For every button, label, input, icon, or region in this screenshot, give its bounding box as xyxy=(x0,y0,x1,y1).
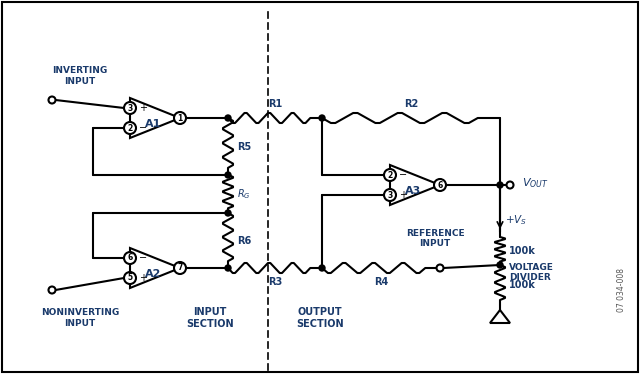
Text: INVERTING
INPUT: INVERTING INPUT xyxy=(52,66,108,86)
Circle shape xyxy=(319,265,325,271)
Circle shape xyxy=(384,189,396,201)
Text: A2: A2 xyxy=(145,269,161,279)
Text: 3: 3 xyxy=(127,104,132,113)
Text: $+V_S$: $+V_S$ xyxy=(505,213,527,227)
Circle shape xyxy=(124,272,136,284)
Circle shape xyxy=(436,264,444,272)
Text: +: + xyxy=(139,103,147,113)
Text: +: + xyxy=(399,190,407,200)
Circle shape xyxy=(225,172,231,178)
Text: −: − xyxy=(139,253,147,263)
Circle shape xyxy=(319,115,325,121)
Text: 5: 5 xyxy=(127,273,132,282)
Text: INPUT
SECTION: INPUT SECTION xyxy=(186,307,234,329)
Text: REFERENCE
INPUT: REFERENCE INPUT xyxy=(406,229,464,248)
Circle shape xyxy=(225,210,231,216)
Circle shape xyxy=(49,96,56,104)
Text: R5: R5 xyxy=(237,141,252,151)
Text: 1: 1 xyxy=(177,113,182,123)
Text: 100k: 100k xyxy=(509,280,536,290)
Circle shape xyxy=(434,179,446,191)
Text: $R_G$: $R_G$ xyxy=(237,187,251,201)
Circle shape xyxy=(497,262,503,268)
Text: R6: R6 xyxy=(237,236,252,245)
Text: R3: R3 xyxy=(268,277,282,287)
Circle shape xyxy=(124,122,136,134)
Text: −: − xyxy=(139,123,147,133)
Circle shape xyxy=(497,182,503,188)
Text: 2: 2 xyxy=(127,123,132,132)
Text: 2: 2 xyxy=(387,171,392,180)
Circle shape xyxy=(384,169,396,181)
Text: 6: 6 xyxy=(127,254,132,263)
Text: OUTPUT
SECTION: OUTPUT SECTION xyxy=(296,307,344,329)
Text: 07 034-008: 07 034-008 xyxy=(618,268,627,312)
Circle shape xyxy=(49,286,56,294)
Circle shape xyxy=(124,252,136,264)
Text: A1: A1 xyxy=(145,119,161,129)
Text: VOLTAGE
DIVIDER: VOLTAGE DIVIDER xyxy=(509,263,554,282)
Circle shape xyxy=(174,112,186,124)
Text: R2: R2 xyxy=(404,99,418,109)
Circle shape xyxy=(174,262,186,274)
Text: R4: R4 xyxy=(374,277,388,287)
Text: 6: 6 xyxy=(437,181,443,190)
Circle shape xyxy=(506,181,513,188)
Circle shape xyxy=(225,265,231,271)
Circle shape xyxy=(124,102,136,114)
Text: R1: R1 xyxy=(268,99,282,109)
Text: 7: 7 xyxy=(177,264,182,273)
Text: $V_{OUT}$: $V_{OUT}$ xyxy=(522,176,548,190)
Text: 100k: 100k xyxy=(509,246,536,256)
Circle shape xyxy=(225,115,231,121)
Text: 3: 3 xyxy=(387,190,392,199)
Text: A3: A3 xyxy=(405,186,421,196)
Text: NONINVERTING
INPUT: NONINVERTING INPUT xyxy=(41,308,119,328)
Text: −: − xyxy=(399,170,407,180)
Text: +: + xyxy=(139,273,147,283)
